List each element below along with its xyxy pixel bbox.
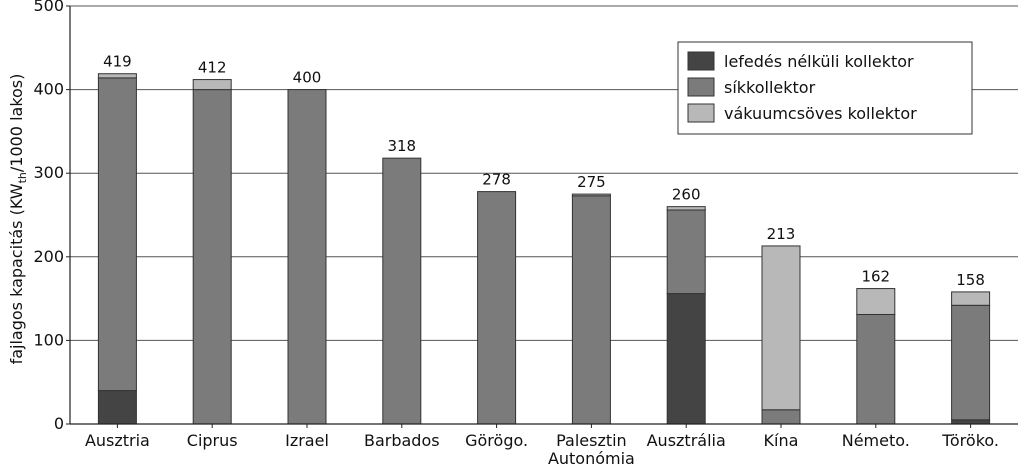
- bar-total-label: 419: [103, 53, 132, 71]
- y-tick-label: 100: [33, 330, 64, 349]
- bar-segment: [97, 73, 137, 79]
- x-tick-label: Autonómia: [548, 449, 635, 466]
- bar-segment: [666, 206, 706, 211]
- bar-segment: [192, 79, 232, 91]
- x-tick-label: Izrael: [285, 431, 329, 450]
- x-tick-label: Ciprus: [187, 431, 238, 450]
- bar-segment: [571, 195, 611, 425]
- y-axis-label: fajlagos kapacitás (KWth/1000 lakos): [7, 74, 29, 365]
- bar-segment: [477, 191, 517, 425]
- y-tick-label: 400: [33, 80, 64, 99]
- x-tick-label: Görögo.: [465, 431, 528, 450]
- x-tick-label: Ausztrália: [647, 431, 726, 450]
- x-tick-label: Németo.: [842, 431, 910, 450]
- x-tick-label: Palesztin: [556, 431, 627, 450]
- bar-total-label: 213: [767, 225, 796, 243]
- bar-segment: [382, 157, 422, 425]
- bar-segment: [192, 89, 232, 425]
- legend-swatch: [687, 103, 715, 123]
- bar-segment: [951, 304, 991, 421]
- y-tick-label: 200: [33, 247, 64, 266]
- x-tick-label: Ausztria: [85, 431, 150, 450]
- legend-label: síkkollektor: [724, 78, 816, 97]
- bar-segment: [97, 390, 137, 425]
- legend-box: [677, 41, 973, 135]
- legend-label: vákuumcsöves kollektor: [724, 104, 917, 123]
- legend-swatch: [687, 77, 715, 97]
- legend-swatch: [687, 51, 715, 71]
- bar-segment: [856, 313, 896, 425]
- bar-total-label: 275: [577, 173, 606, 191]
- bar-total-label: 412: [198, 59, 227, 77]
- bar-segment: [856, 288, 896, 315]
- bar-segment: [951, 419, 991, 425]
- bar-segment: [761, 409, 801, 425]
- bar-total-label: 318: [387, 137, 416, 155]
- x-tick-label: Barbados: [364, 431, 440, 450]
- bar-total-label: 278: [482, 171, 511, 189]
- bar-segment: [287, 89, 327, 425]
- bar-segment: [951, 291, 991, 306]
- legend: lefedés nélküli kollektor síkkollektor vák…: [677, 41, 973, 135]
- legend-label: lefedés nélküli kollektor: [724, 52, 914, 71]
- x-tick-label: Töröko.: [941, 431, 999, 450]
- bar-segment: [761, 245, 801, 411]
- y-tick-label: 0: [54, 414, 64, 433]
- bar-total-label: 162: [861, 268, 890, 286]
- bar-segment: [571, 193, 611, 197]
- labels: 0 100 200 300 400 500 419 Ausztria 412 Ciprus 400 I…: [7, 0, 999, 466]
- bar-total-label: 260: [672, 186, 701, 204]
- bar-segment: [666, 293, 706, 425]
- bar-segment: [666, 209, 706, 295]
- bar-total-label: 400: [293, 69, 322, 87]
- bar-total-label: 158: [956, 271, 985, 289]
- y-tick-label: 500: [33, 0, 64, 15]
- axes: [66, 5, 1018, 428]
- x-tick-label: Kína: [764, 431, 799, 450]
- bar-segment: [97, 77, 137, 392]
- y-tick-label: 300: [33, 163, 64, 182]
- bars: [97, 73, 991, 425]
